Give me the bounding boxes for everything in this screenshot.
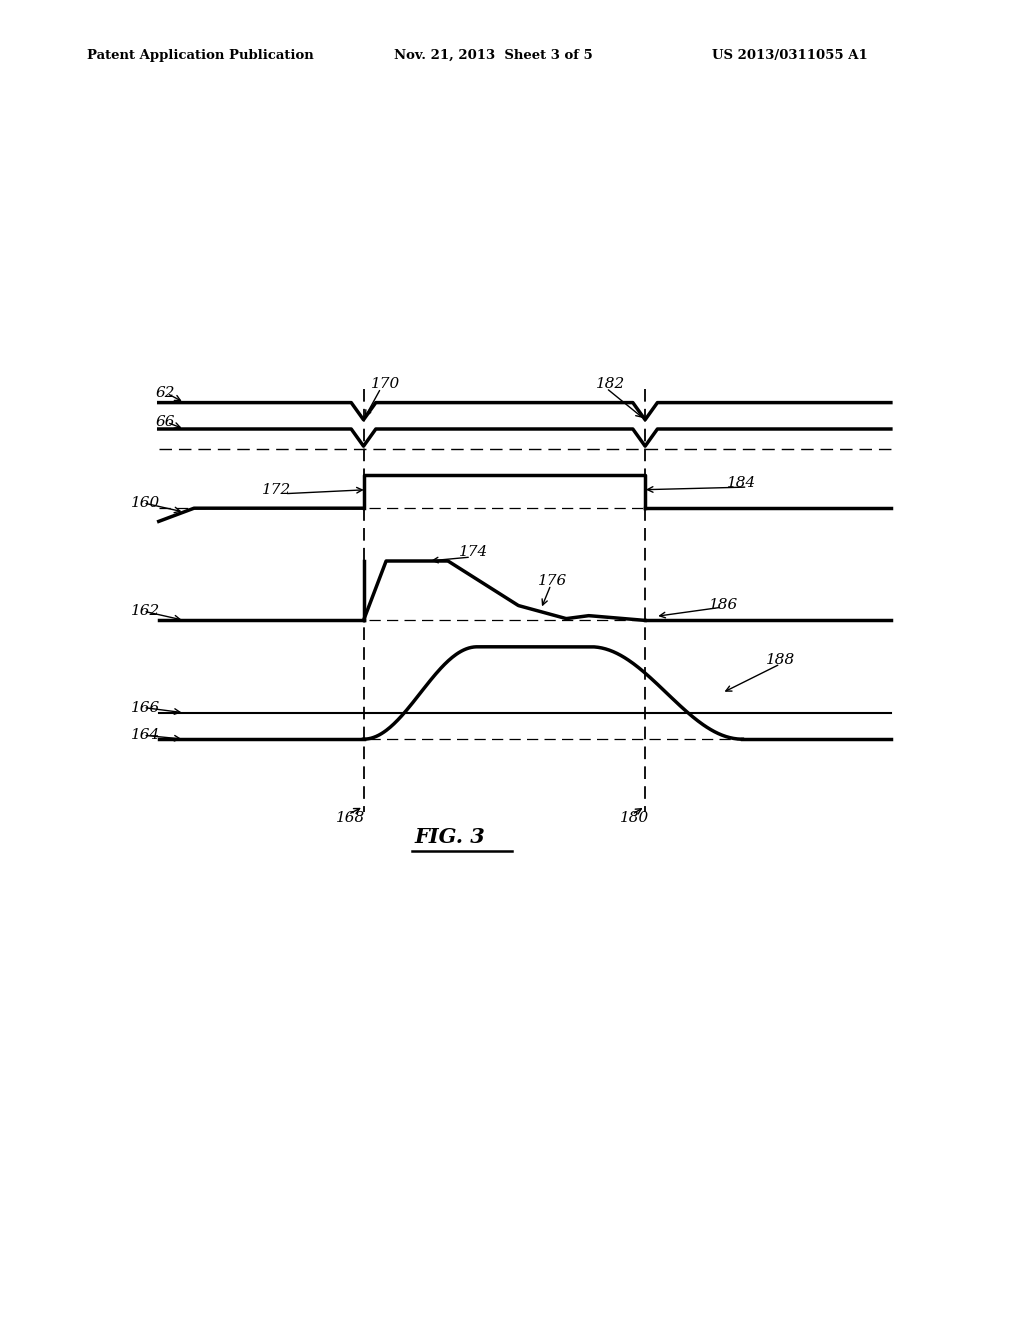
Text: 160: 160 bbox=[131, 496, 161, 510]
Text: 174: 174 bbox=[459, 545, 488, 558]
Text: US 2013/0311055 A1: US 2013/0311055 A1 bbox=[712, 49, 867, 62]
Text: 162: 162 bbox=[131, 605, 161, 618]
Text: 168: 168 bbox=[336, 812, 366, 825]
Text: Patent Application Publication: Patent Application Publication bbox=[87, 49, 313, 62]
Text: 182: 182 bbox=[596, 378, 626, 391]
Text: 184: 184 bbox=[727, 477, 757, 490]
Text: 66: 66 bbox=[156, 416, 175, 429]
Text: 170: 170 bbox=[371, 378, 400, 391]
Text: 164: 164 bbox=[131, 729, 161, 742]
Text: 166: 166 bbox=[131, 701, 161, 714]
Text: 180: 180 bbox=[620, 812, 649, 825]
Text: Nov. 21, 2013  Sheet 3 of 5: Nov. 21, 2013 Sheet 3 of 5 bbox=[394, 49, 593, 62]
Text: 62: 62 bbox=[156, 387, 175, 400]
Text: 186: 186 bbox=[709, 598, 738, 611]
Text: 172: 172 bbox=[262, 483, 292, 496]
Text: 176: 176 bbox=[538, 574, 567, 587]
Text: 188: 188 bbox=[766, 653, 796, 667]
Text: FIG. 3: FIG. 3 bbox=[415, 826, 485, 847]
